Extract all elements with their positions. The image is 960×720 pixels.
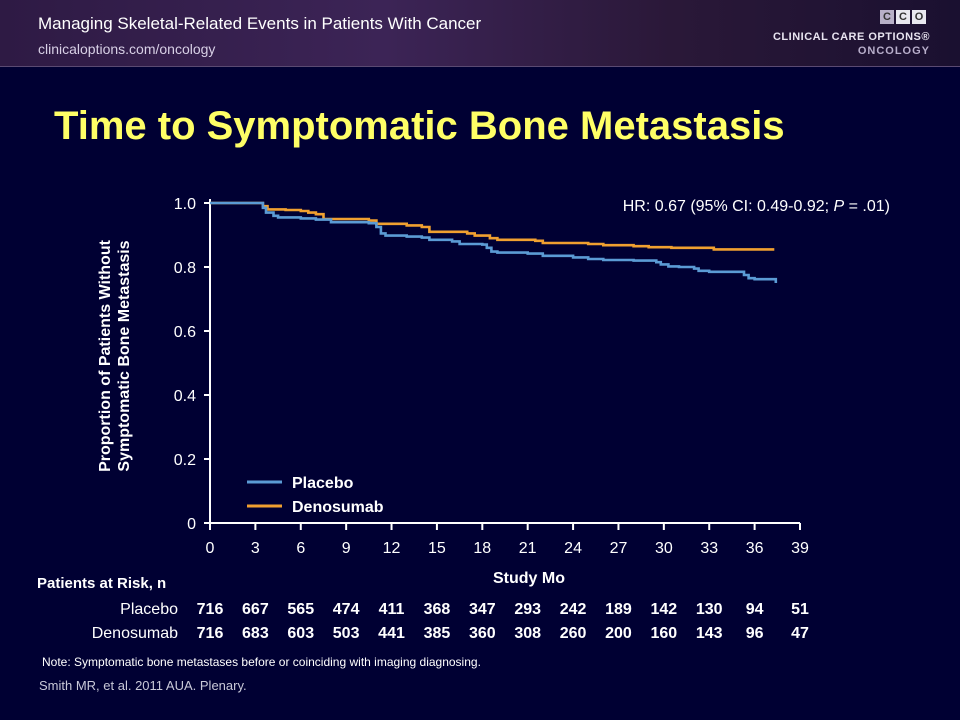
p-value: = .01) xyxy=(844,198,890,215)
risk-value: 308 xyxy=(514,625,542,642)
risk-value: 683 xyxy=(242,625,269,642)
risk-value: 503 xyxy=(332,625,360,642)
risk-value: 360 xyxy=(468,625,496,642)
logo-letter: O xyxy=(912,10,926,24)
citation: Smith MR, et al. 2011 AUA. Plenary. xyxy=(39,678,247,693)
risk-value: 47 xyxy=(791,625,809,642)
risk-value: 716 xyxy=(196,625,224,642)
legend-label-placebo: Placebo xyxy=(292,475,354,492)
risk-value: 441 xyxy=(378,625,405,642)
logo-letter: C xyxy=(880,10,894,24)
x-tick-label: 36 xyxy=(746,540,764,557)
y-axis-label-line: Proportion of Patients Without xyxy=(97,239,114,472)
risk-value: 142 xyxy=(650,601,678,618)
risk-value: 368 xyxy=(423,601,451,618)
risk-value: 160 xyxy=(650,625,678,642)
x-tick-label: 21 xyxy=(519,540,537,557)
risk-value: 189 xyxy=(605,601,632,618)
series-line-placebo xyxy=(210,201,778,283)
y-tick-label: 0 xyxy=(187,516,196,533)
logo-letter: C xyxy=(896,10,910,24)
risk-value: 96 xyxy=(745,625,764,642)
y-tick-label: 0.6 xyxy=(174,324,196,341)
hazard-ratio-annotation: HR: 0.67 (95% CI: 0.49-0.92; P = .01) xyxy=(623,198,890,215)
x-tick-label: 15 xyxy=(428,540,446,557)
slide-header: Managing Skeletal-Related Events in Pati… xyxy=(0,0,960,67)
x-tick-label: 3 xyxy=(251,540,260,557)
risk-value: 94 xyxy=(745,601,764,618)
y-tick-label: 0.2 xyxy=(174,452,196,469)
header-title: Managing Skeletal-Related Events in Pati… xyxy=(38,14,482,33)
p-label: P xyxy=(834,198,845,215)
risk-value: 347 xyxy=(468,601,496,618)
risk-value: 51 xyxy=(791,601,809,618)
y-axis-label-line: Symptomatic Bone Metastasis xyxy=(116,240,133,471)
risk-value: 385 xyxy=(423,625,451,642)
risk-value: 603 xyxy=(287,625,315,642)
risk-value: 242 xyxy=(559,601,587,618)
risk-value: 200 xyxy=(605,625,632,642)
logo-name: CLINICAL CARE OPTIONS® xyxy=(772,31,930,43)
logo-subtitle: ONCOLOGY xyxy=(857,45,930,57)
risk-value: 474 xyxy=(332,601,360,618)
risk-row-label-denosumab: Denosumab xyxy=(91,625,178,642)
series-line-denosumab xyxy=(210,201,775,251)
risk-value: 716 xyxy=(196,601,224,618)
x-tick-label: 6 xyxy=(296,540,305,557)
y-tick-label: 1.0 xyxy=(174,196,196,213)
risk-value: 143 xyxy=(695,625,723,642)
x-tick-label: 30 xyxy=(655,540,673,557)
y-tick-label: 0.8 xyxy=(174,260,196,277)
footnote: Note: Symptomatic bone metastases before… xyxy=(42,655,481,669)
x-tick-label: 33 xyxy=(700,540,718,557)
risk-row-label-placebo: Placebo xyxy=(120,601,178,618)
risk-value: 260 xyxy=(559,625,587,642)
x-tick-label: 0 xyxy=(206,540,215,557)
x-tick-label: 39 xyxy=(791,540,809,557)
slide-title: Time to Symptomatic Bone Metastasis xyxy=(54,104,785,148)
y-axis-label: Proportion of Patients Without Symptomati… xyxy=(97,239,133,472)
x-tick-label: 12 xyxy=(383,540,401,557)
x-tick-label: 18 xyxy=(473,540,491,557)
hr-text: HR: 0.67 (95% CI: 0.49-0.92; xyxy=(623,198,834,215)
risk-value: 565 xyxy=(287,601,315,618)
x-tick-label: 9 xyxy=(342,540,351,557)
risk-value: 411 xyxy=(378,601,405,618)
legend-label-denosumab: Denosumab xyxy=(292,499,384,516)
risk-value: 293 xyxy=(514,601,542,618)
x-tick-label: 24 xyxy=(564,540,582,557)
cco-logo-icon: C C O xyxy=(880,10,926,24)
risk-value: 667 xyxy=(242,601,269,618)
x-tick-label: 27 xyxy=(610,540,628,557)
risk-table-heading: Patients at Risk, n xyxy=(37,575,167,592)
risk-value: 130 xyxy=(695,601,723,618)
header-url: clinicaloptions.com/oncology xyxy=(38,41,216,57)
y-tick-label: 0.4 xyxy=(174,388,196,405)
x-axis-label: Study Mo xyxy=(493,570,565,587)
